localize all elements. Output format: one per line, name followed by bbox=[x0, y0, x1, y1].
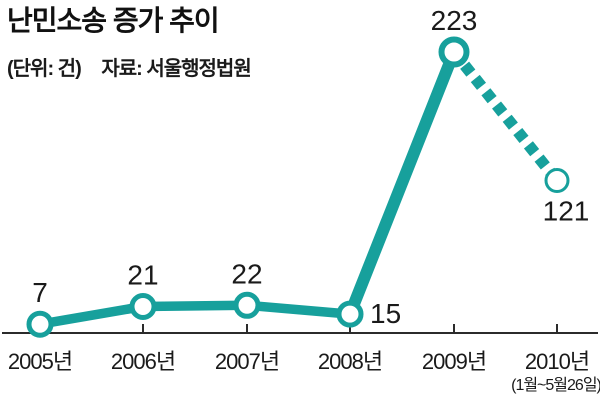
x-axis-label: 2007년 bbox=[215, 349, 279, 374]
x-axis-label: 2006년 bbox=[111, 349, 175, 374]
trend-line-rise-segment bbox=[344, 46, 460, 321]
trend-line-flat-segment bbox=[35, 300, 355, 329]
source-label: 자료: 서울행정법원 bbox=[101, 58, 251, 81]
data-point-marker bbox=[129, 293, 157, 320]
data-point-marker bbox=[438, 36, 470, 68]
data-point-marker bbox=[336, 300, 364, 328]
chart-subtitle: (단위: 건) 자료: 서울행정법원 bbox=[7, 52, 252, 81]
chart-header: 난민소송 증가 추이 (단위: 건) 자료: 서울행정법원 bbox=[7, 5, 252, 81]
x-axis-label: 2009년 bbox=[422, 349, 486, 374]
value-label: 15 bbox=[370, 298, 401, 329]
value-label: 21 bbox=[127, 260, 158, 291]
chart-title: 난민소송 증가 추이 bbox=[7, 5, 220, 36]
value-label: 223 bbox=[431, 5, 478, 36]
value-label: 22 bbox=[231, 258, 262, 289]
unit-label: (단위: 건) bbox=[7, 58, 82, 81]
data-point-marker bbox=[26, 310, 54, 338]
x-axis-sublabel: (1월~5월26일) bbox=[511, 376, 600, 394]
trend-line-dashed-decline-segment bbox=[449, 48, 562, 185]
data-point-marker bbox=[544, 168, 570, 193]
x-axis-label: 2008년 bbox=[318, 349, 382, 374]
x-axis-label: 2005년 bbox=[8, 349, 72, 374]
value-label: 121 bbox=[543, 196, 590, 227]
data-point-marker bbox=[233, 291, 261, 319]
x-axis-label: 2010년 bbox=[525, 349, 589, 374]
value-label: 7 bbox=[32, 277, 48, 308]
